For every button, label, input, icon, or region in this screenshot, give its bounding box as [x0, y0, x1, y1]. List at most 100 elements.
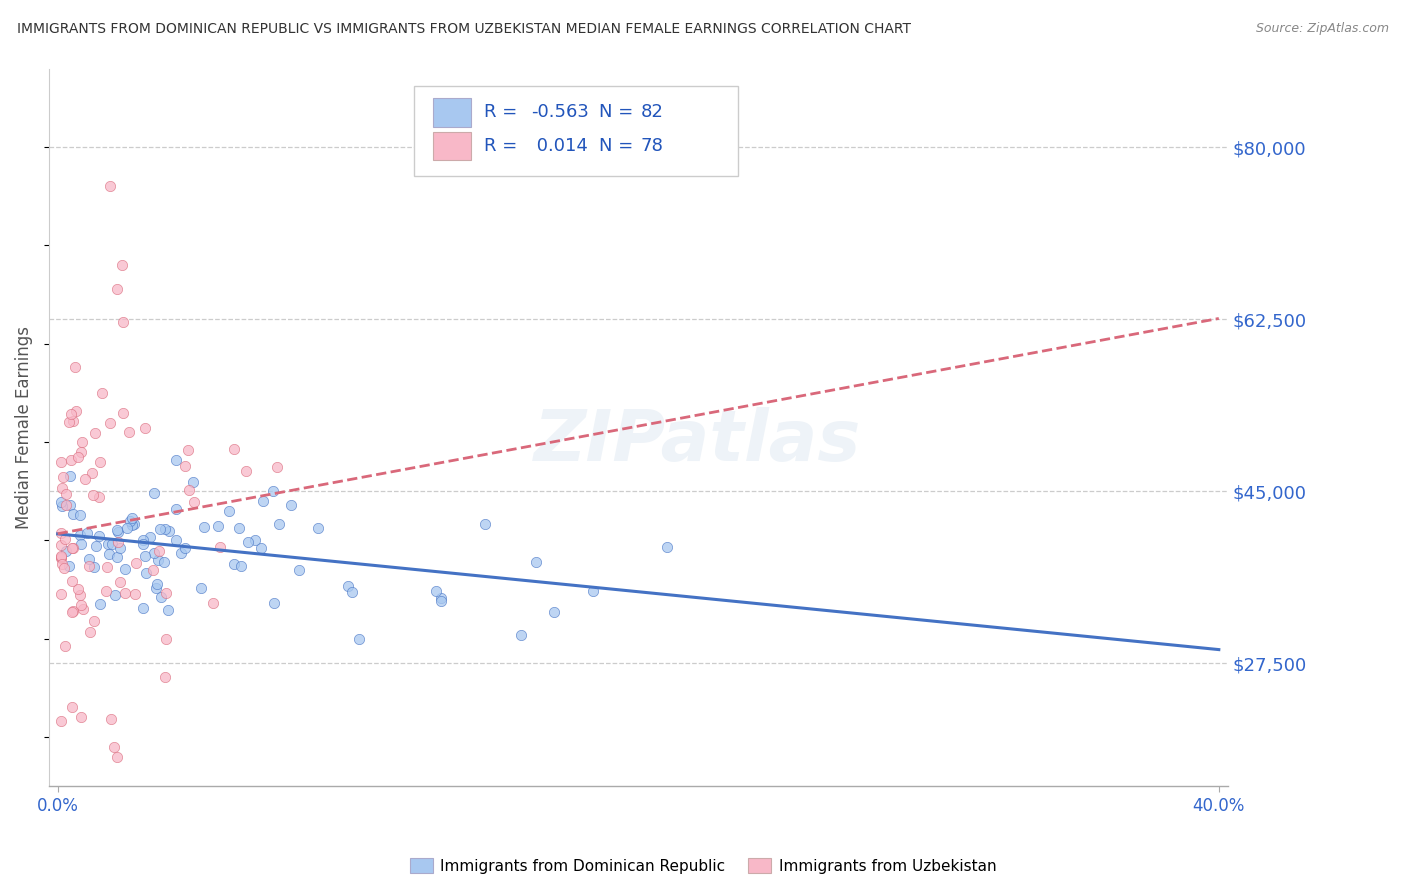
Point [121, 511, 143, 525]
Point [543, 606, 565, 620]
Point [66, 582, 89, 596]
Point [582, 583, 605, 598]
Y-axis label: Median Female Earnings: Median Female Earnings [15, 326, 32, 529]
Point [82, 488, 104, 502]
Point [124, 587, 146, 601]
Point [145, 581, 167, 595]
Point [193, 520, 215, 534]
Point [174, 459, 197, 474]
Point [59, 498, 82, 512]
Point [62, 414, 84, 428]
Point [115, 520, 138, 534]
Point [155, 586, 177, 600]
Point [96, 560, 118, 574]
Point [73, 472, 96, 486]
Point [105, 523, 128, 537]
Point [118, 425, 141, 439]
Point [49, 538, 72, 552]
Text: 82: 82 [641, 103, 664, 121]
Point [222, 442, 245, 457]
Point [60, 605, 83, 619]
Point [125, 556, 148, 570]
Point [262, 483, 284, 498]
FancyBboxPatch shape [433, 132, 471, 161]
Point [83, 560, 105, 574]
Point [98, 547, 121, 561]
Point [79, 551, 101, 566]
Point [429, 594, 451, 608]
Point [235, 464, 257, 478]
Legend: Immigrants from Dominican Republic, Immigrants from Uzbekistan: Immigrants from Dominican Republic, Immi… [404, 852, 1002, 880]
Point [89, 455, 111, 469]
Point [60, 574, 83, 589]
Point [114, 585, 136, 599]
Point [79, 624, 101, 639]
Point [229, 558, 252, 573]
Point [62, 541, 84, 556]
Point [51, 499, 73, 513]
Point [340, 585, 363, 599]
Point [218, 504, 240, 518]
Point [209, 540, 232, 554]
Point [58, 416, 80, 430]
Point [70, 710, 93, 724]
Point [49, 455, 72, 469]
Point [474, 517, 496, 532]
Point [103, 740, 125, 755]
Point [111, 406, 134, 420]
Point [49, 551, 72, 566]
Point [65, 404, 87, 418]
Point [139, 530, 162, 544]
Point [142, 546, 165, 560]
Point [134, 549, 156, 563]
Point [111, 314, 134, 328]
Point [177, 483, 200, 498]
Point [207, 518, 229, 533]
Point [76, 526, 98, 541]
Point [202, 596, 225, 610]
Point [170, 546, 193, 560]
Text: R =: R = [484, 137, 523, 155]
Point [83, 614, 105, 628]
Point [157, 524, 180, 539]
Point [70, 444, 93, 458]
Point [62, 507, 84, 521]
Point [69, 508, 91, 522]
Point [121, 517, 143, 532]
Point [90, 385, 112, 400]
Point [224, 558, 246, 572]
Text: N =: N = [599, 103, 640, 121]
Point [173, 541, 195, 556]
Point [59, 453, 82, 467]
Point [49, 494, 72, 508]
Point [425, 584, 447, 599]
Point [70, 536, 93, 550]
Point [53, 533, 76, 547]
Point [183, 494, 205, 508]
Point [347, 632, 370, 647]
Point [107, 535, 129, 549]
Point [155, 632, 177, 646]
Point [52, 561, 75, 575]
Point [509, 628, 531, 642]
Point [89, 490, 111, 504]
Point [62, 604, 84, 618]
Point [165, 533, 187, 547]
Text: 0.014: 0.014 [531, 137, 588, 155]
Point [280, 498, 302, 512]
Point [132, 600, 155, 615]
Point [263, 596, 285, 610]
Point [104, 588, 127, 602]
Point [134, 421, 156, 435]
Point [55, 639, 77, 653]
Point [183, 475, 205, 490]
Point [155, 522, 177, 536]
Point [288, 563, 311, 577]
Point [98, 416, 121, 430]
Point [132, 533, 155, 547]
Point [98, 179, 121, 194]
Point [51, 482, 73, 496]
Text: -0.563: -0.563 [531, 103, 589, 121]
Point [52, 469, 75, 483]
Text: IMMIGRANTS FROM DOMINICAN REPUBLIC VS IMMIGRANTS FROM UZBEKISTAN MEDIAN FEMALE E: IMMIGRANTS FROM DOMINICAN REPUBLIC VS IM… [17, 22, 911, 37]
